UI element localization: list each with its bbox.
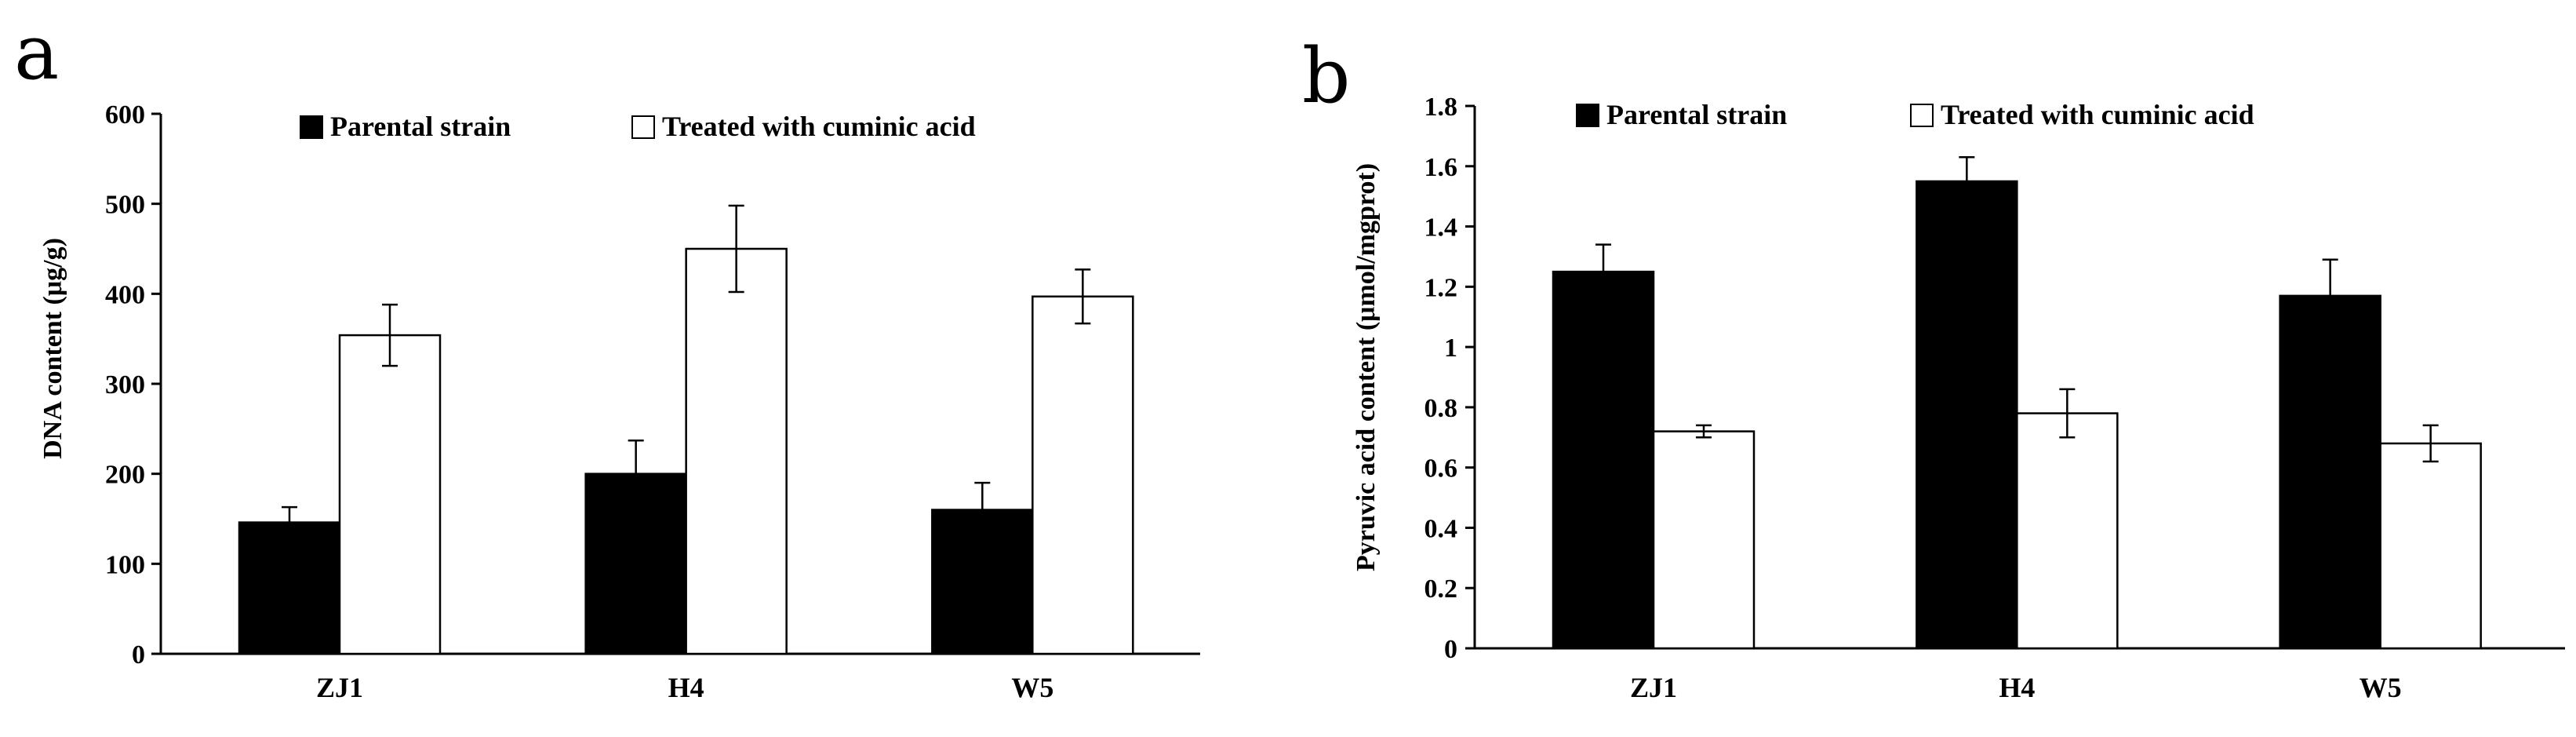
panel-b-bar-parental-zj1 bbox=[1552, 270, 1655, 650]
panel-b-bar-parental-w5 bbox=[2279, 294, 2381, 650]
panel-b-legend-swatch-parental bbox=[1576, 104, 1599, 127]
panel-a-plot-area: 0 100 200 300 400 500 600 ZJ1 H4 W5 bbox=[105, 100, 1200, 703]
panel-b-legend: Parental strain Treated with cuminic aci… bbox=[1576, 99, 2254, 130]
panel-a-bar-treated-h4 bbox=[685, 247, 788, 655]
panel-b-category-label: H4 bbox=[1999, 672, 2035, 703]
panel-a-y-tick-label: 200 bbox=[105, 461, 145, 490]
panel-b-bar-treated-zj1 bbox=[1652, 430, 1756, 650]
panel-a-y-tick-label: 400 bbox=[105, 280, 145, 309]
panel-b-legend-label-parental: Parental strain bbox=[1606, 99, 1787, 130]
panel-a-bar-treated-zj1 bbox=[338, 334, 442, 655]
panel-b-y-tick-label: 0.6 bbox=[1424, 454, 1458, 483]
panel-b-category-label: W5 bbox=[2360, 672, 2402, 703]
panel-a-legend-swatch-parental bbox=[300, 115, 323, 139]
panel-a-y-axis-label: DNA content (μg/g) bbox=[38, 238, 67, 459]
panel-a: a DNA content (μg/g) Parental strain Tre… bbox=[14, 9, 1200, 703]
panel-b-bar-treated-w5 bbox=[2379, 442, 2482, 650]
panel-b-y-tick-label: 0.4 bbox=[1424, 514, 1458, 543]
panel-a-category-label: ZJ1 bbox=[316, 672, 363, 703]
panel-b-bar-parental-h4 bbox=[1916, 180, 2018, 650]
panel-a-y-tick-label: 600 bbox=[105, 100, 145, 130]
panel-b-y-tick-label: 0.8 bbox=[1424, 394, 1458, 423]
panel-a-category-label: H4 bbox=[668, 672, 704, 703]
panel-b-category-label: ZJ1 bbox=[1630, 672, 1677, 703]
panel-b-y-tick-label: 1.6 bbox=[1424, 153, 1458, 182]
panel-a-legend-label-parental: Parental strain bbox=[330, 111, 511, 142]
panel-b-legend-label-treated: Treated with cuminic acid bbox=[1941, 99, 2254, 130]
panel-a-y-tick-label: 500 bbox=[105, 191, 145, 220]
panel-a-y-tick-label: 300 bbox=[105, 370, 145, 400]
panel-b-legend-swatch-treated bbox=[1910, 104, 1934, 127]
panel-a-y-tick-label: 0 bbox=[132, 640, 145, 670]
panel-a-legend-swatch-treated bbox=[631, 115, 655, 139]
panel-b-y-tick-label: 0 bbox=[1444, 635, 1457, 664]
panel-a-letter: a bbox=[14, 9, 59, 97]
panel-a-y-tick-label: 100 bbox=[105, 550, 145, 579]
panel-a-bar-parental-zj1 bbox=[238, 521, 341, 655]
panel-a-legend: Parental strain Treated with cuminic aci… bbox=[300, 111, 976, 142]
panel-b-y-tick-label: 1.8 bbox=[1424, 93, 1458, 122]
panel-b-y-tick-label: 1.2 bbox=[1424, 273, 1458, 302]
panel-b-letter: b bbox=[1302, 32, 1350, 120]
panel-b-y-tick-label: 0.2 bbox=[1424, 575, 1458, 604]
panel-b-y-axis-label: Pyruvic acid content (μmol/mgprot) bbox=[1352, 163, 1381, 571]
panel-b-y-tick-label: 1.4 bbox=[1424, 213, 1458, 243]
panel-a-category-label: W5 bbox=[1011, 672, 1053, 703]
panel-b: b Pyruvic acid content (μmol/mgprot) Par… bbox=[1302, 32, 2565, 703]
panel-b-y-tick-label: 1 bbox=[1444, 334, 1457, 363]
panel-b-plot-area: 0 0.2 0.4 0.6 0.8 1 1.2 1.4 1.6 1.8 ZJ1 H4 W5 bbox=[1424, 93, 2565, 703]
panel-b-bar-treated-h4 bbox=[2016, 412, 2119, 650]
panel-a-bar-treated-w5 bbox=[1031, 295, 1134, 655]
panel-a-legend-label-treated: Treated with cuminic acid bbox=[662, 111, 976, 142]
